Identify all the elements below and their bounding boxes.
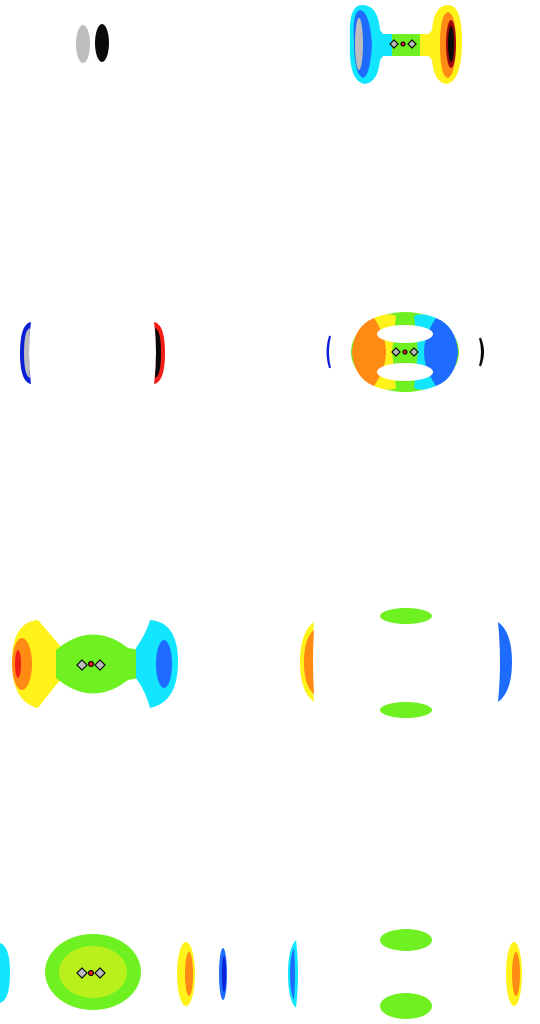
orange-side-core xyxy=(185,952,193,996)
molecule-icon xyxy=(76,659,106,671)
ring-hole-bottom xyxy=(377,363,433,381)
panel-bridged xyxy=(0,512,270,768)
separated-plot xyxy=(300,608,512,718)
two-lobes-plot xyxy=(76,24,109,63)
panel-dumbbell xyxy=(270,0,540,256)
left-bridged-center xyxy=(15,650,21,678)
right-thin-lobe-core xyxy=(155,328,161,378)
right-cap-black xyxy=(448,26,454,62)
right-blue-lobe xyxy=(498,622,512,702)
molecule-icon xyxy=(391,347,419,357)
black-lobe xyxy=(95,24,109,62)
left-orange-core xyxy=(304,630,314,694)
top-green-lobe xyxy=(380,608,432,624)
left-cap-core xyxy=(355,18,363,70)
bridged-plot xyxy=(12,620,178,708)
molecule-icon xyxy=(389,39,417,49)
top-green-lobe xyxy=(380,929,432,951)
panel-thin-lobes xyxy=(0,256,270,512)
side-lobe-right xyxy=(479,337,484,367)
left-edge-lobe xyxy=(0,943,10,1003)
panel-ring xyxy=(270,256,540,512)
ring-plot xyxy=(326,312,484,392)
split-plot xyxy=(288,929,522,1019)
right-orange-core xyxy=(512,952,520,996)
oval-plot xyxy=(0,934,227,1010)
panel-separated xyxy=(270,512,540,768)
bridge-cyan xyxy=(378,34,392,56)
bottom-green-lobe xyxy=(380,702,432,718)
deep-blue-core xyxy=(222,956,226,992)
left-blue-core xyxy=(290,948,295,1000)
side-lobe-left xyxy=(326,335,331,369)
panel-split xyxy=(270,768,540,1024)
right-bridged-core xyxy=(156,640,172,688)
dumbbell-plot xyxy=(349,5,462,84)
panel-oval xyxy=(0,768,270,1024)
left-thin-lobe-core xyxy=(24,328,30,378)
ring-hole-top xyxy=(377,325,433,343)
molecule-icon xyxy=(76,967,106,979)
thin-lobes-plot xyxy=(20,322,165,384)
panel-two-lobes xyxy=(0,0,270,256)
bottom-green-lobe xyxy=(380,993,432,1019)
gray-lobe xyxy=(76,25,90,63)
